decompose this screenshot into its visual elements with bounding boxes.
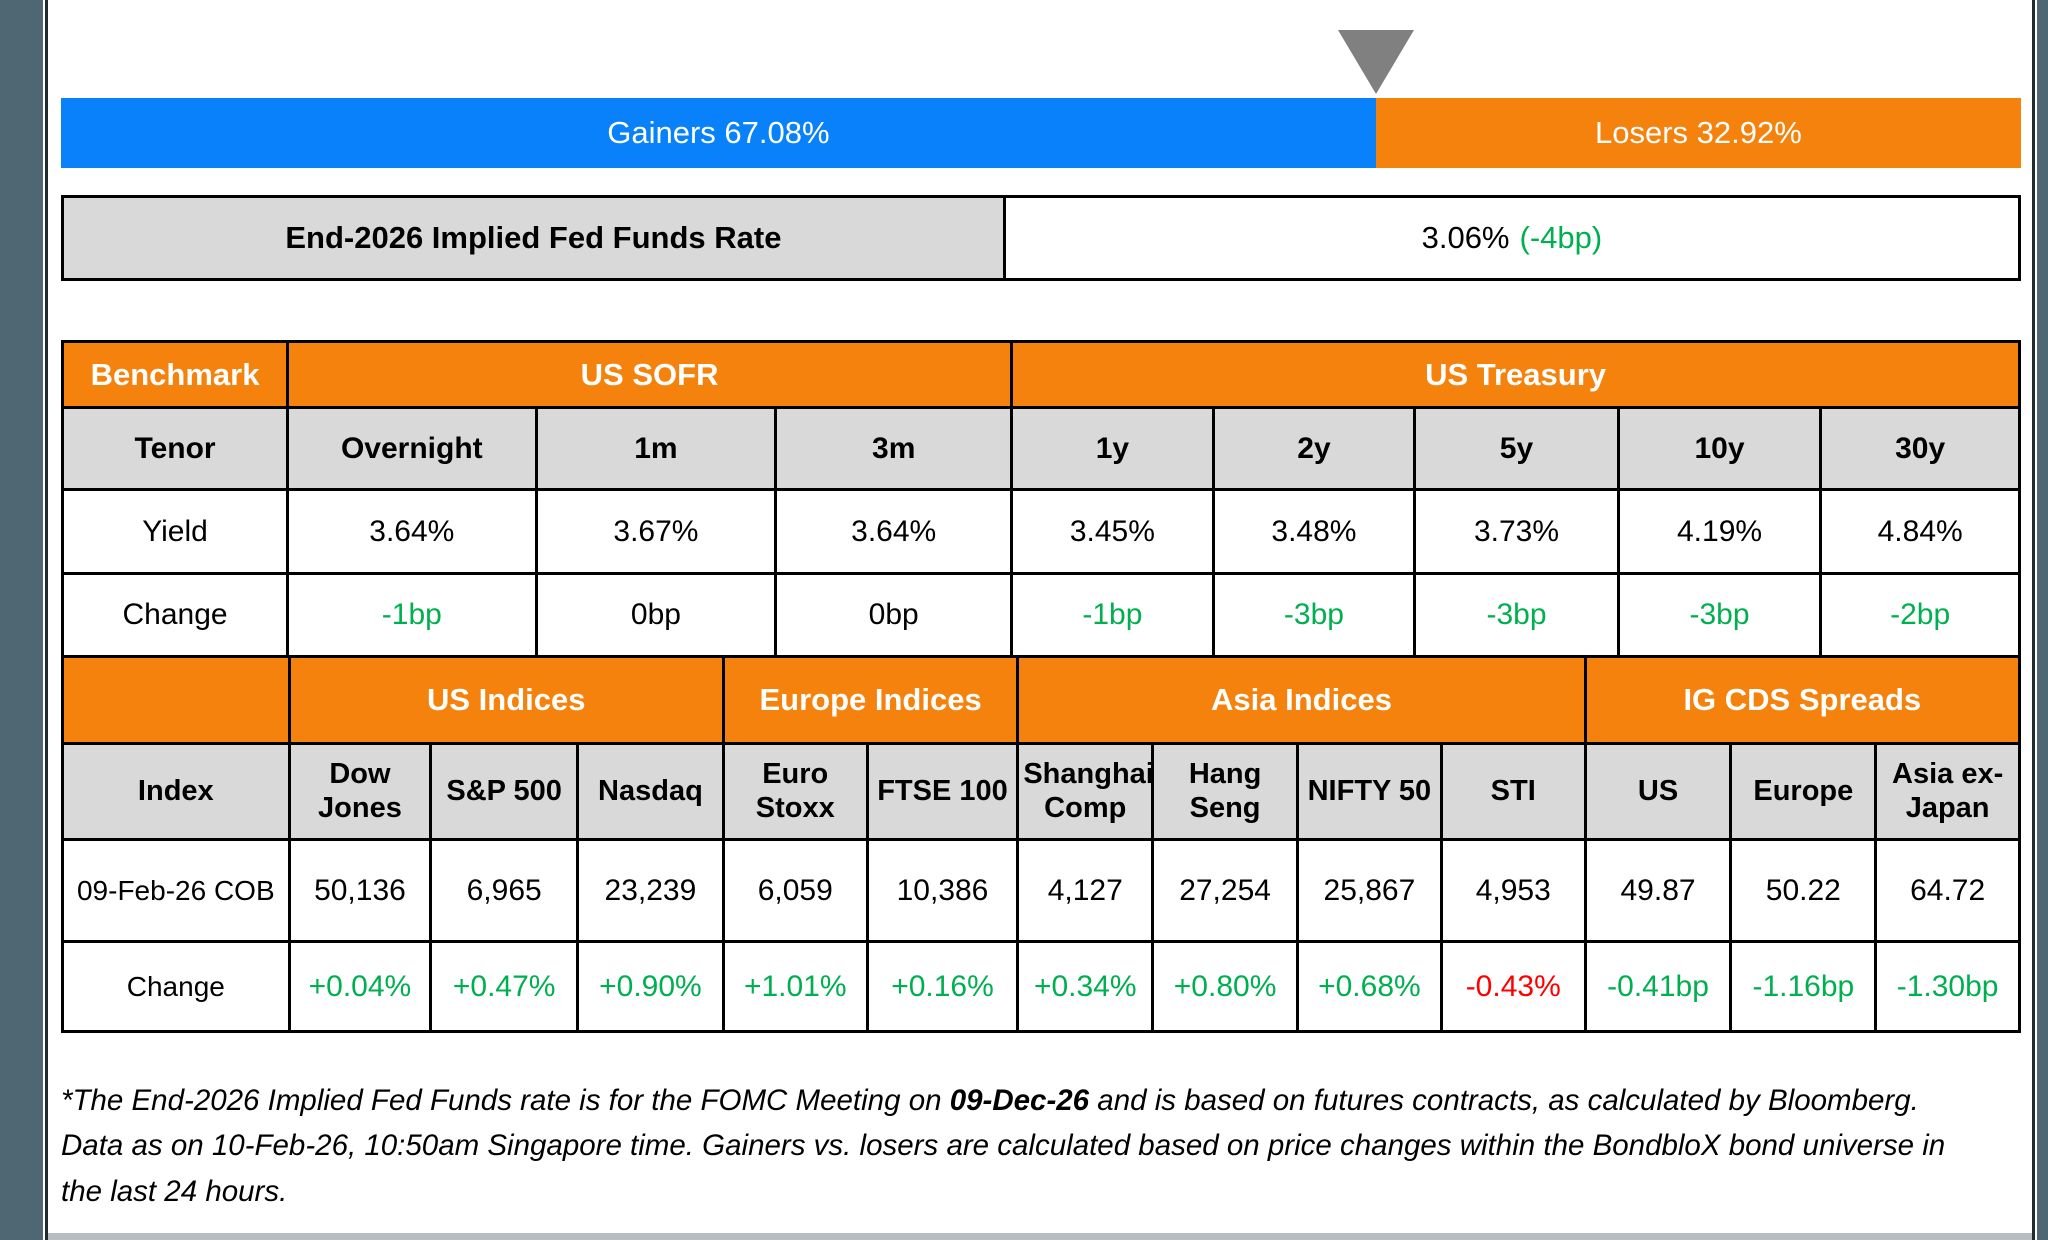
index-header: US [1583,742,1733,841]
fed-funds-label: End-2026 Implied Fed Funds Rate [64,198,1006,278]
change-cell: +0.80% [1151,940,1299,1033]
frame-right-strip [2037,0,2048,1240]
change-cell: -1.30bp [1874,940,2021,1033]
tenor-header: 1m [534,406,778,491]
value-cell: 23,239 [576,838,725,943]
group-header-us-indices: US Indices [287,655,725,745]
losers-label: Losers 32.92% [1594,115,1802,150]
index-header: NIFTY 50 [1295,742,1443,841]
value-cell: 10,386 [865,838,1020,943]
yield-row-label: Yield [60,488,290,575]
group-header-us-treasury: US Treasury [1010,340,2021,409]
indices-table: US Indices Europe Indices Asia Indices I… [61,655,2022,1033]
tenor-header: 2y [1211,406,1417,491]
change-row-label: Change [61,940,291,1033]
change-cell: +0.47% [429,940,580,1033]
yield-cell: 3.45% [1010,488,1215,575]
group-header-us-sofr: US SOFR [286,340,1014,409]
tenor-header: 30y [1819,406,2021,491]
value-cell: 4,953 [1439,838,1587,943]
value-cell: 50.22 [1729,838,1878,943]
value-cell: 6,965 [429,838,580,943]
frame-bottom-strip [48,1233,2032,1240]
change-cell: -2bp [1819,572,2021,658]
change-cell: +0.90% [576,940,725,1033]
fed-funds-value: 3.06% (-4bp) [1005,198,2018,278]
group-header-ig-cds-spreads: IG CDS Spreads [1583,655,2022,745]
tenor-header: 3m [774,406,1014,491]
value-cell: 4,127 [1016,838,1155,943]
group-header-europe-indices: Europe Indices [721,655,1020,745]
change-cell: +0.04% [287,940,433,1033]
change-row-label: Change [60,572,290,658]
benchmark-table: Benchmark US SOFR US Treasury Tenor Over… [60,340,2021,658]
change-cell: 0bp [534,572,778,658]
gainers-segment: Gainers 67.08% [61,98,1376,168]
yield-cell: 4.19% [1616,488,1823,575]
index-header: Shanghai Comp [1016,742,1155,841]
tenor-header: 10y [1616,406,1823,491]
frame-right-line [2032,0,2035,1240]
report-page: Gainers 67.08% Losers 32.92% End-2026 Im… [60,0,2022,1240]
index-header: Dow Jones [287,742,433,841]
fed-funds-change: (-4bp) [1519,220,1603,255]
cob-row-label: 09-Feb-26 COB [61,838,291,943]
fed-funds-row: End-2026 Implied Fed Funds Rate 3.06% (-… [61,195,2021,281]
change-cell: -1bp [1010,572,1215,658]
tenor-header: 1y [1010,406,1215,491]
change-cell: -0.41bp [1583,940,1733,1033]
indices-corner-header [61,655,291,745]
yield-cell: 3.67% [534,488,778,575]
index-header: Nasdaq [576,742,725,841]
change-cell: -1bp [286,572,538,658]
footnote-bold-date: 09-Dec-26 [949,1083,1090,1117]
index-header: Europe [1729,742,1878,841]
change-cell: +0.16% [865,940,1020,1033]
index-header: S&P 500 [429,742,580,841]
change-cell: 0bp [774,572,1014,658]
yield-cell: 3.73% [1413,488,1620,575]
tenor-row-label: Tenor [60,406,290,491]
index-header: Euro Stoxx [721,742,869,841]
tenor-header: 5y [1413,406,1620,491]
index-header: Asia ex-Japan [1874,742,2021,841]
frame-left-line [45,0,48,1240]
footnote-part2: and is based on futures contracts, as ca… [61,1083,1946,1208]
change-cell: +1.01% [721,940,869,1033]
change-cell: -0.43% [1439,940,1587,1033]
benchmark-corner-header: Benchmark [60,340,290,409]
footnote: *The End-2026 Implied Fed Funds rate is … [61,1078,1966,1215]
index-header: STI [1439,742,1587,841]
tenor-header: Overnight [286,406,538,491]
index-header: Hang Seng [1151,742,1299,841]
index-header: FTSE 100 [865,742,1020,841]
change-cell: -1.16bp [1729,940,1878,1033]
group-header-asia-indices: Asia Indices [1016,655,1587,745]
yield-cell: 3.48% [1211,488,1417,575]
footnote-part1: *The End-2026 Implied Fed Funds rate is … [61,1083,950,1117]
change-cell: -3bp [1211,572,1417,658]
change-cell: -3bp [1413,572,1620,658]
value-cell: 27,254 [1151,838,1299,943]
losers-segment: Losers 32.92% [1375,98,2021,168]
value-cell: 50,136 [287,838,433,943]
value-cell: 6,059 [721,838,869,943]
gainers-label: Gainers 67.08% [607,115,830,150]
change-cell: -3bp [1616,572,1823,658]
yield-cell: 3.64% [774,488,1014,575]
value-cell: 64.72 [1874,838,2021,943]
change-cell: +0.68% [1295,940,1443,1033]
gainers-losers-bar: Gainers 67.08% Losers 32.92% [61,98,2021,168]
change-cell: +0.34% [1016,940,1155,1033]
yield-cell: 3.64% [286,488,538,575]
value-cell: 49.87 [1583,838,1733,943]
yield-cell: 4.84% [1819,488,2021,575]
frame-left-strip [0,0,43,1240]
index-row-label: Index [61,742,291,841]
split-marker-triangle-icon [1337,30,1414,94]
fed-funds-rate: 3.06% [1421,220,1510,255]
value-cell: 25,867 [1295,838,1443,943]
